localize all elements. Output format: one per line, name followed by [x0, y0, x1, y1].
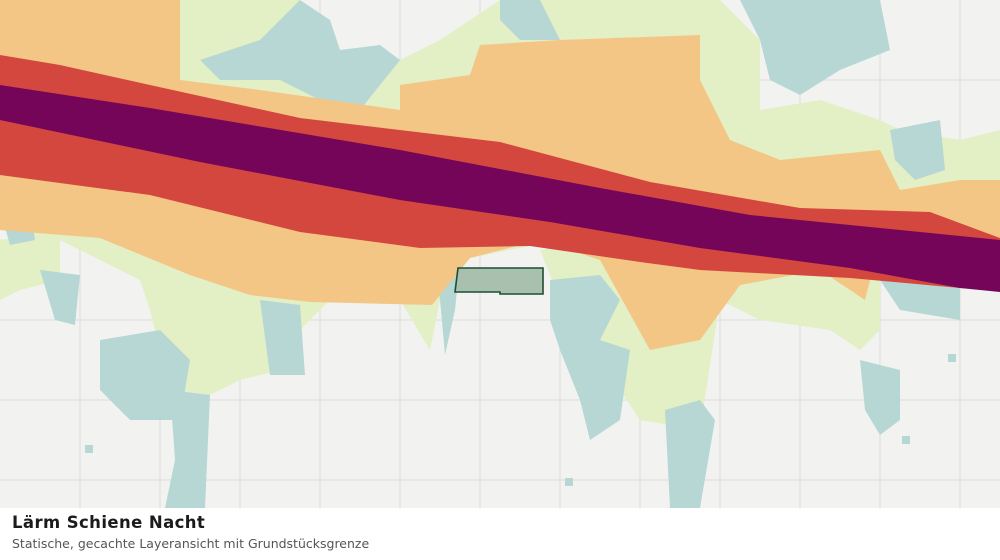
layer-title: Lärm Schiene Nacht	[12, 513, 206, 532]
noise-zone-teal	[0, 0, 960, 508]
noise-zone-very-high	[0, 85, 1000, 292]
layer-subtitle: Statische, gecachte Layeransicht mit Gru…	[12, 536, 370, 551]
legend-panel: Lärm Schiene Nacht Statische, gecachte L…	[0, 508, 1000, 560]
parcel-boundary	[454, 267, 544, 295]
noise-map	[0, 0, 1000, 508]
